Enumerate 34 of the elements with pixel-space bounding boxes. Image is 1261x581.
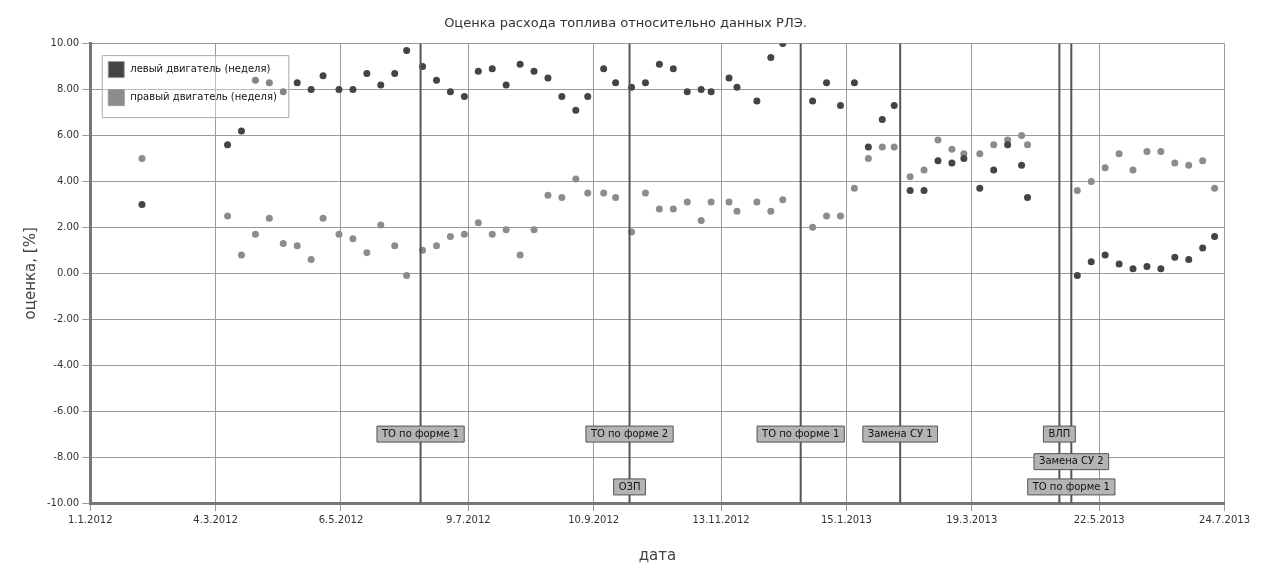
x-axis-title: дата [638, 545, 677, 564]
y-tick-label: 2.00 [56, 220, 80, 232]
y-tick-label: 6.00 [56, 129, 80, 141]
y-tick-label: 0.00 [56, 266, 80, 278]
ref-line-label: ТО по форме 1 [380, 427, 460, 439]
x-tick-label: 22.5.2013 [1073, 513, 1125, 525]
x-tick-label: 9.7.2012 [446, 513, 491, 525]
annotation: ТО по форме 1 [1031, 480, 1110, 492]
ref-line-label: ТО по форме 2 [589, 427, 669, 439]
ref-line-label: Замена СУ 1 [867, 427, 933, 439]
x-tick-label: 4.3.2012 [193, 513, 238, 525]
y-tick-label: 10.00 [50, 37, 80, 49]
x-tick-label: 15.1.2013 [820, 513, 872, 525]
y-tick-label: 8.00 [56, 83, 80, 95]
y-tick-label: -6.00 [53, 404, 80, 416]
y-tick-label: -2.00 [53, 312, 80, 324]
y-tick-label: -4.00 [53, 358, 80, 370]
x-tick-label: 24.7.2013 [1199, 513, 1251, 525]
y-tick-label: -10.00 [46, 496, 80, 508]
y-axis-title: оценка, [%] [20, 227, 39, 320]
annotation: ОЗП [618, 480, 641, 492]
legend-label: левый двигатель (неделя) [130, 63, 271, 75]
ref-line-label: ТО по форме 1 [761, 427, 840, 439]
chart-title: Оценка расхода топлива относительно данных РЛЭ. [444, 15, 807, 31]
x-tick-label: 6.5.2012 [318, 513, 364, 525]
y-tick-label: -8.00 [53, 450, 80, 462]
x-tick-label: 10.9.2012 [568, 513, 620, 525]
ref-line-label: ВЛП [1048, 427, 1071, 439]
legend-label: правый двигатель (неделя) [130, 91, 277, 103]
x-tick-label: 19.3.2013 [946, 513, 998, 525]
ref-line-label: Замена СУ 2 [1038, 455, 1104, 467]
y-tick-label: 4.00 [56, 175, 80, 187]
x-tick-label: 1.1.2012 [67, 513, 113, 525]
x-tick-label: 13.11.2012 [692, 513, 750, 525]
